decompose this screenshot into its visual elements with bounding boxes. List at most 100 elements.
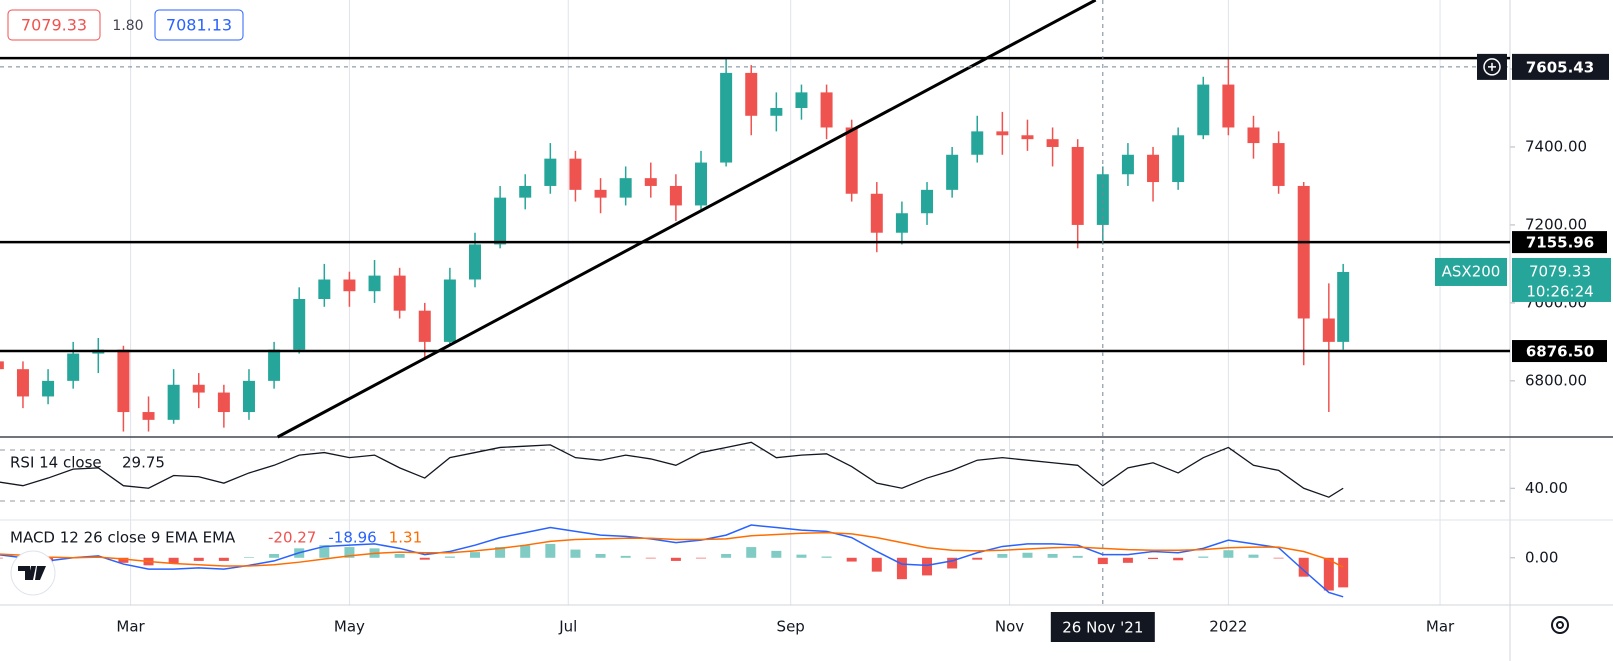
macd-histogram-bar xyxy=(218,557,229,561)
macd-line xyxy=(0,524,1344,598)
macd-histogram-bar xyxy=(1223,550,1234,558)
macd-histogram-bar xyxy=(746,547,757,558)
macd-histogram-bar xyxy=(1072,555,1083,558)
macd-histogram-bar xyxy=(1323,557,1334,591)
candle-body xyxy=(1071,146,1084,225)
candle-body xyxy=(217,392,230,413)
y-tick-label: 7200.00 xyxy=(1525,215,1587,233)
logo[interactable] xyxy=(10,550,56,596)
candle-body xyxy=(569,158,582,190)
macd-histogram-bar xyxy=(1122,557,1133,563)
candle-body xyxy=(594,189,607,198)
macd-histogram-bar xyxy=(922,557,933,576)
macd-histogram-bar xyxy=(419,557,430,560)
candle-body xyxy=(418,310,431,342)
macd-histogram-bar xyxy=(344,547,355,558)
level-label-box xyxy=(1512,340,1607,363)
macd-histogram-bar xyxy=(645,557,656,559)
macd-histogram-bar xyxy=(997,554,1008,558)
y-tick-label: 40.00 xyxy=(1525,479,1568,497)
candle-body xyxy=(293,299,306,350)
macd-histogram-bar xyxy=(1047,554,1058,558)
candle-body xyxy=(318,279,331,299)
macd-histogram-bar xyxy=(444,556,455,558)
signal-line xyxy=(0,531,1344,568)
candle-body xyxy=(870,193,883,233)
candle-body xyxy=(996,131,1009,136)
level-label: 7155.96 xyxy=(1526,234,1594,252)
macd-histogram-bar xyxy=(118,557,129,563)
candle-body xyxy=(1337,271,1350,342)
candle-body xyxy=(1147,154,1160,183)
macd-histogram-bar xyxy=(269,554,280,558)
candle-body xyxy=(268,349,281,381)
macd-histogram-bar xyxy=(1148,557,1159,560)
crosshair-price-box xyxy=(1512,53,1609,80)
candle-body xyxy=(795,92,808,108)
candle-body xyxy=(619,178,632,198)
candle-body xyxy=(1247,127,1260,144)
add-icon-plus[interactable] xyxy=(1488,62,1496,71)
macd-histogram-bar xyxy=(520,545,531,558)
candle-body xyxy=(443,279,456,342)
candle-body xyxy=(393,275,406,311)
candle-body xyxy=(745,72,758,116)
crosshair-date: 26 Nov '21 xyxy=(1062,619,1143,637)
candle-body xyxy=(845,127,858,194)
macd-histogram-bar xyxy=(193,557,204,561)
candle-body xyxy=(192,384,205,393)
crosshair-date-box xyxy=(1050,612,1155,642)
candle-body xyxy=(42,380,55,397)
candle-body xyxy=(669,185,682,206)
add-icon[interactable] xyxy=(1483,58,1501,76)
macd-histogram-bar xyxy=(1273,557,1284,559)
y-tick-label: 6800.00 xyxy=(1525,371,1587,389)
candle-body xyxy=(921,189,934,214)
rsi-value: 29.75 xyxy=(122,454,165,472)
candle-body xyxy=(0,361,4,370)
spread: 1.80 xyxy=(112,18,143,34)
macd-histogram-bar xyxy=(243,557,254,558)
candle-body xyxy=(494,197,507,245)
crosshair-price: 7605.43 xyxy=(1526,58,1594,76)
ask-box[interactable] xyxy=(154,9,244,41)
macd-histogram-bar xyxy=(1097,557,1108,565)
macd-histogram-bar xyxy=(696,557,707,559)
x-tick-label: May xyxy=(334,618,365,636)
y-tick-label: 7400.00 xyxy=(1525,137,1587,155)
macd-histogram-bar xyxy=(670,557,681,561)
labels: Mar May Jul Sep Nov 2022 Mar6800.007000.007200… xyxy=(10,53,1611,642)
candle-body xyxy=(1197,84,1210,136)
bid-box[interactable] xyxy=(7,9,101,41)
macd-histogram-bar xyxy=(972,557,983,560)
macd-histogram-bar xyxy=(947,557,958,569)
level-label-box xyxy=(1512,231,1607,254)
trendline xyxy=(276,0,1097,439)
candle-body xyxy=(1096,174,1109,225)
candle-body xyxy=(142,412,155,420)
macd-histogram-bar xyxy=(1173,557,1184,561)
macd-histogram-bar xyxy=(896,557,907,580)
macd-histogram-bar xyxy=(871,557,882,572)
macd-histogram-bar xyxy=(1248,554,1259,558)
settings-gear[interactable] xyxy=(1551,616,1569,634)
last-price-box xyxy=(1512,257,1611,302)
macd-histogram-bar xyxy=(620,555,631,558)
macd-readout: -18.96 xyxy=(328,529,376,547)
candle-body xyxy=(770,107,783,116)
candle-body xyxy=(895,213,908,233)
candle-body xyxy=(468,244,481,280)
symbol-label: ASX200 xyxy=(1442,262,1501,280)
ask-price: 7081.13 xyxy=(166,16,232,35)
macd-histogram-bar xyxy=(0,557,3,559)
candle-body xyxy=(1272,143,1285,186)
x-tick-label: Mar xyxy=(116,618,145,636)
candle-body xyxy=(67,353,80,381)
macd-title: MACD 12 26 close 9 EMA EMA xyxy=(10,529,236,547)
macd-histogram-bar xyxy=(846,557,857,562)
macd-histogram-bar xyxy=(595,554,606,558)
level-label: 6876.50 xyxy=(1526,343,1594,361)
candle-body xyxy=(117,349,130,413)
macd-histogram-bar xyxy=(1338,557,1349,588)
candle-body xyxy=(519,185,532,198)
